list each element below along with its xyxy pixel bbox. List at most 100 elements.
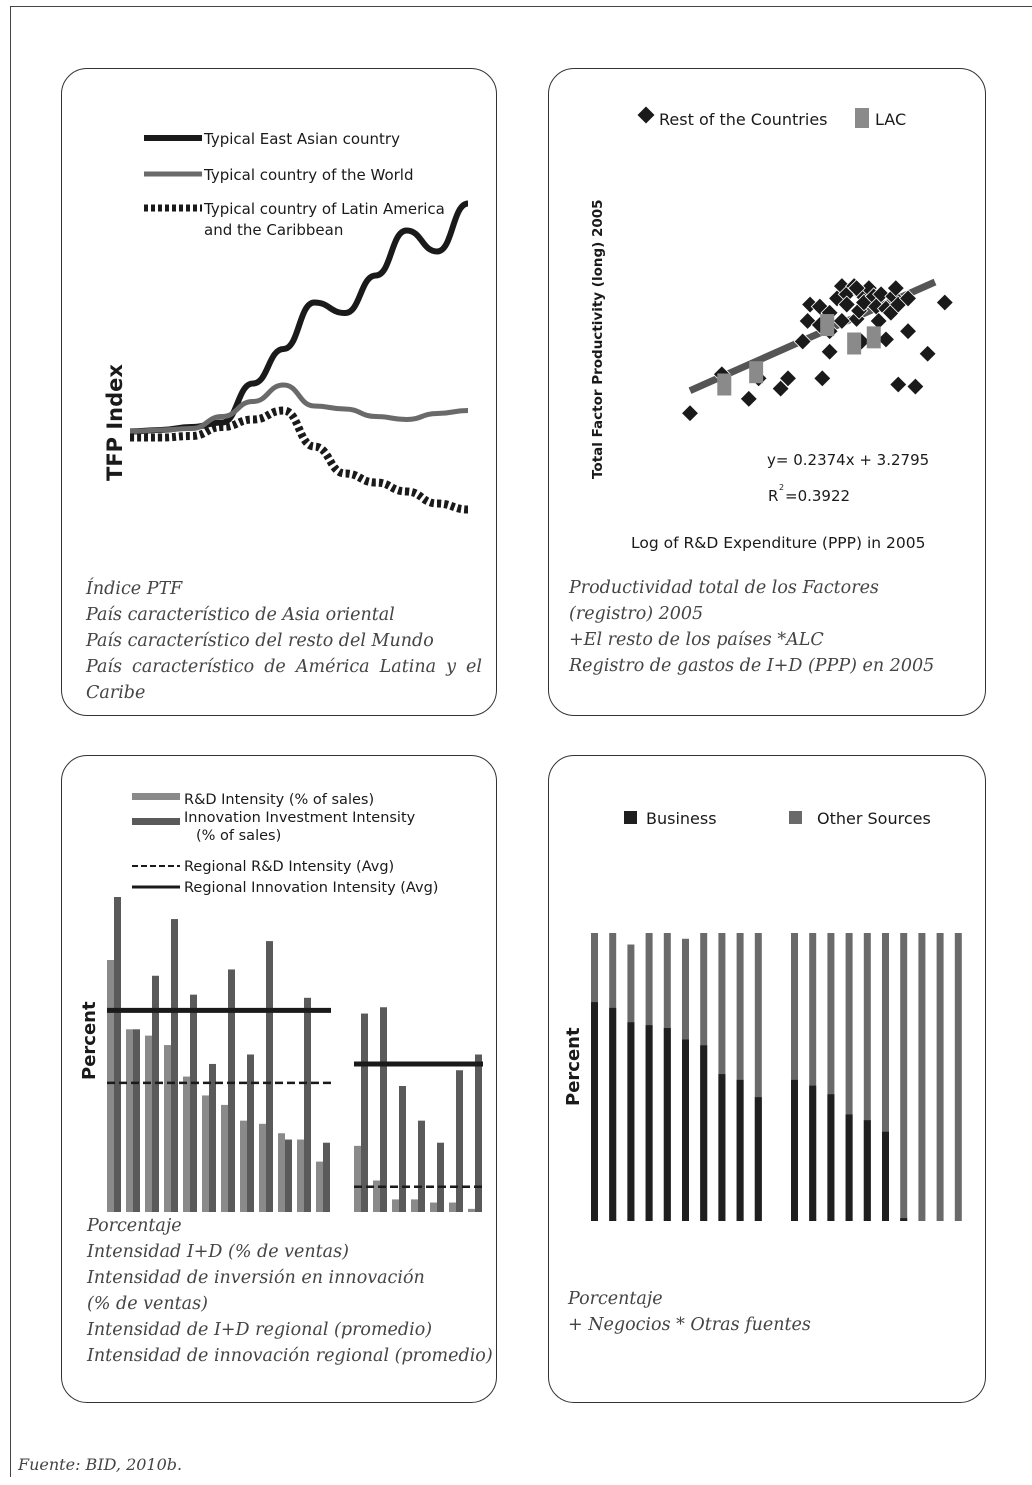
legend-label: (% of sales) xyxy=(196,828,281,844)
caption-line: +El resto de los países *ALC xyxy=(569,630,824,650)
y-axis-label: TFP Index xyxy=(103,364,127,481)
caption-line: Porcentaje xyxy=(87,1216,182,1236)
business-bar xyxy=(663,1028,671,1221)
rd-bar xyxy=(183,1076,190,1212)
rd-bar xyxy=(278,1133,285,1212)
innovation-bar xyxy=(361,1013,368,1212)
rd-bar xyxy=(316,1161,323,1212)
innovation-bar xyxy=(304,997,311,1212)
business-bar xyxy=(736,1079,744,1221)
business-bar xyxy=(718,1074,726,1221)
rd-bar xyxy=(430,1202,437,1212)
business-bar xyxy=(827,1094,835,1221)
innovation-bar xyxy=(171,919,178,1212)
scatter-point-lac xyxy=(866,326,881,349)
legend-swatch xyxy=(624,811,637,824)
legend-marker-diamond xyxy=(637,106,655,124)
scatter-point-rest xyxy=(793,332,812,351)
scatter-point-rest xyxy=(876,330,896,349)
figure-frame xyxy=(10,6,1032,1477)
tfp-line-chart: Typical East Asian country Typical countr… xyxy=(103,130,469,514)
tfp-panel: Typical East Asian country Typical countr… xyxy=(61,68,497,716)
rd-bar xyxy=(107,960,114,1212)
business-bar xyxy=(645,1025,653,1221)
rd-intensity-panel: R&D Intensity (% of sales) Innovation Inv… xyxy=(61,755,497,1403)
other-sources-bar xyxy=(827,933,835,1221)
business-bar xyxy=(682,1039,689,1221)
innovation-bar xyxy=(209,1063,216,1212)
scatter-point-lac xyxy=(847,332,862,355)
legend-swatch xyxy=(132,793,180,800)
rd-bar xyxy=(145,1035,152,1212)
innovation-bar xyxy=(475,1054,482,1212)
business-bar xyxy=(609,1007,617,1221)
innovation-bar xyxy=(152,975,159,1212)
other-sources-bar xyxy=(863,933,871,1221)
business-bar xyxy=(700,1045,708,1221)
scatter-point-rest xyxy=(680,404,700,423)
rd-scatter-panel: Rest of the Countries LAC Total Factor Pro… xyxy=(548,68,986,716)
source-note: Fuente: BID, 2010b. xyxy=(18,1455,183,1474)
business-bar xyxy=(900,1218,908,1221)
scatter-point-rest xyxy=(918,344,937,363)
legend-label: and the Caribbean xyxy=(204,221,343,239)
legend-marker-square xyxy=(855,108,869,128)
legend-swatch xyxy=(132,818,180,825)
rd-intensity-bar-chart: R&D Intensity (% of sales) Innovation Inv… xyxy=(79,792,483,1212)
business-bar xyxy=(845,1114,853,1221)
legend-swatch xyxy=(789,811,802,824)
rd-bar xyxy=(373,1180,380,1212)
scatter-point-lac xyxy=(820,314,835,337)
legend-label: Typical country of Latin America xyxy=(203,200,445,218)
innovation-bar xyxy=(285,1139,292,1212)
caption-line: País característico de Asia oriental xyxy=(86,605,395,625)
caption-line: Registro de gastos de I+D (PPP) en 2005 xyxy=(569,656,935,676)
scatter-point-rest xyxy=(847,279,866,298)
business-bar xyxy=(791,1079,798,1221)
caption-line: + Negocios * Otras fuentes xyxy=(568,1315,811,1335)
scatter-caption: Productividad total de los Factores (reg… xyxy=(569,575,969,679)
caption-line: País característico del resto del Mundo xyxy=(86,631,434,651)
caption-line: (registro) 2005 xyxy=(569,604,704,624)
caption-line: Intensidad de inversión en innovación xyxy=(87,1268,425,1288)
caption-line: Índice PTF xyxy=(86,579,183,599)
scatter-point-rest xyxy=(898,289,918,308)
other-sources-bar xyxy=(900,933,908,1221)
other-sources-bar xyxy=(754,933,762,1221)
tfp-caption: Índice PTF País característico de Asia o… xyxy=(86,576,482,706)
rd-scatter-chart: Rest of the Countries LAC Total Factor Pro… xyxy=(590,106,954,552)
other-sources-bar xyxy=(882,933,889,1221)
other-sources-bar xyxy=(809,933,817,1221)
other-sources-bar xyxy=(954,933,962,1221)
legend-label: Business xyxy=(646,809,717,828)
scatter-point-rest xyxy=(739,389,758,408)
innovation-bar xyxy=(266,941,273,1212)
legend-label: Typical East Asian country xyxy=(203,130,400,148)
caption-line: Intensidad de I+D regional (promedio) xyxy=(87,1320,433,1340)
y-axis-label: Total Factor Productivity (long) 2005 xyxy=(590,199,606,479)
innovation-bar xyxy=(247,1054,254,1212)
caption-line: País característico de América Latina y … xyxy=(86,657,482,703)
scatter-point-rest xyxy=(898,322,918,341)
series-line xyxy=(130,406,469,514)
business-bar xyxy=(882,1131,889,1221)
funding-caption-display: Porcentaje + Negocios * Otras fuentes xyxy=(568,1286,811,1338)
legend-label: Other Sources xyxy=(817,809,931,828)
funding-panel: Business Other Sources Percent xyxy=(548,755,986,1403)
legend-label: Innovation Investment Intensity xyxy=(184,810,416,826)
scatter-point-rest xyxy=(837,295,856,314)
r-squared-exponent: 2 xyxy=(779,483,784,492)
legend-label: LAC xyxy=(875,110,906,129)
other-sources-bar xyxy=(736,933,744,1221)
scatter-point-rest xyxy=(832,311,851,331)
other-sources-bar xyxy=(918,933,926,1221)
legend-label: R&D Intensity (% of sales) xyxy=(184,792,374,808)
legend-label: Regional Innovation Intensity (Avg) xyxy=(184,880,438,896)
innovation-bar xyxy=(323,1142,330,1212)
business-bar xyxy=(809,1085,817,1221)
innovation-bar xyxy=(228,969,235,1212)
series-line xyxy=(129,382,469,434)
rd-bar xyxy=(392,1199,399,1212)
rd-bar xyxy=(449,1202,456,1212)
scatter-point-rest xyxy=(771,379,790,398)
